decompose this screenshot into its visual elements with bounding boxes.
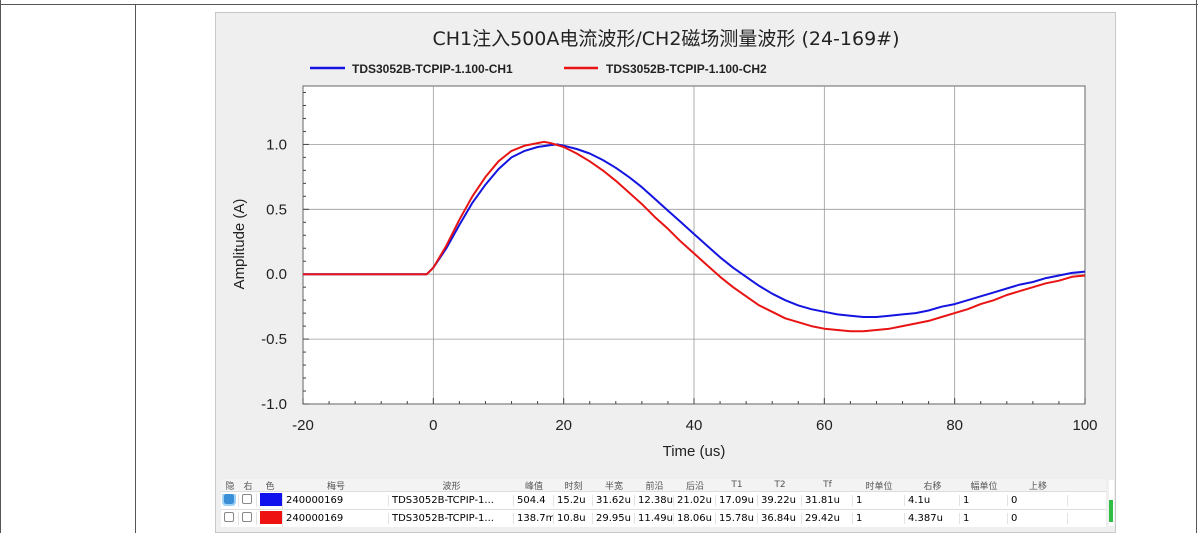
series-lines — [303, 140, 1086, 333]
scrollbar-thumb[interactable] — [1109, 500, 1113, 522]
cell-id: 240000169 — [283, 513, 389, 524]
x-tick-label: 0 — [429, 417, 437, 434]
table-row[interactable]: 240000169 TDS3052B-TCPIP-1... 138.7m 10.… — [221, 509, 1106, 527]
cell-rise: 11.49u — [635, 513, 674, 524]
cell-right-shift: 4.387u — [905, 513, 960, 524]
header-hide[interactable]: 隐 — [225, 481, 235, 492]
x-tick-label: -20 — [292, 417, 314, 434]
cell-t1: 15.78u — [716, 513, 758, 524]
cell-up-shift: 0 — [1008, 495, 1068, 506]
header-amp-unit[interactable]: 幅单位 — [970, 481, 998, 492]
header-t2[interactable]: T2 — [774, 480, 786, 490]
legend: TDS3052B-TCPIP-1.100-CH1 TDS3052B-TCPIP-… — [310, 62, 767, 76]
cell-halfwidth: 31.62u — [593, 495, 635, 506]
header-waveform[interactable]: 波形 — [442, 481, 461, 492]
header-t1[interactable]: T1 — [731, 480, 743, 490]
cell-time-unit: 1 — [853, 513, 905, 524]
cell-t2: 39.22u — [758, 495, 802, 506]
y-tick-label: 1.0 — [266, 136, 287, 153]
color-swatch[interactable] — [260, 492, 282, 506]
cell-peak: 138.7m — [514, 513, 554, 524]
cell-right-shift: 4.1u — [905, 495, 960, 506]
cell-time-unit: 1 — [853, 495, 905, 506]
header-color[interactable]: 色 — [265, 481, 275, 492]
series-line-ch2 — [303, 140, 1086, 333]
header-rise[interactable]: 前沿 — [645, 481, 664, 492]
hide-checkbox-cell — [221, 512, 239, 525]
header-tf[interactable]: Tf — [823, 480, 832, 490]
axis-ticks: -20 0 20 40 60 80 100 -1.0 -0.5 0.0 0.5 1.0 — [261, 91, 1098, 434]
legend-label-ch1: TDS3052B-TCPIP-1.100-CH1 — [352, 62, 513, 76]
x-tick-label: 100 — [1072, 417, 1097, 434]
header-time-unit[interactable]: 时单位 — [865, 481, 893, 492]
cell-t1: 17.09u — [716, 495, 758, 506]
cell-tf: 31.81u — [802, 495, 853, 506]
outer-border-right — [1196, 0, 1197, 533]
x-tick-label: 80 — [946, 417, 963, 434]
header-time[interactable]: 时刻 — [564, 481, 583, 492]
cell-time: 10.8u — [554, 513, 593, 524]
y-tick-label: 0.5 — [266, 201, 287, 218]
right-checkbox-cell — [239, 494, 257, 507]
y-tick-label: -0.5 — [261, 331, 287, 348]
cell-tf: 29.42u — [802, 513, 853, 524]
cell-up-shift: 0 — [1008, 513, 1068, 524]
chart-title: CH1注入500A电流波形/CH2磁场测量波形 (24-169#) — [432, 28, 899, 50]
cell-waveform: TDS3052B-TCPIP-1... — [389, 495, 514, 506]
x-tick-label: 60 — [816, 417, 833, 434]
cell-peak: 504.4 — [514, 495, 554, 506]
column-divider — [135, 4, 136, 533]
x-tick-label: 40 — [686, 417, 703, 434]
header-fall[interactable]: 后沿 — [685, 481, 704, 492]
x-tick-label: 20 — [555, 417, 572, 434]
x-axis-label: Time (us) — [663, 443, 726, 460]
y-tick-label: -1.0 — [261, 396, 287, 413]
cell-amp-unit: 1 — [960, 495, 1008, 506]
cell-t2: 36.84u — [758, 513, 802, 524]
cell-id: 240000169 — [283, 495, 389, 506]
cell-waveform: TDS3052B-TCPIP-1... — [389, 513, 514, 524]
header-up-shift[interactable]: 上移 — [1028, 481, 1047, 492]
color-cell — [257, 510, 283, 527]
y-axis-label: Amplitude (A) — [231, 199, 248, 290]
cell-rise: 12.38u — [635, 495, 674, 506]
table-scrollbar[interactable] — [1109, 480, 1114, 526]
cell-fall: 21.02u — [674, 495, 716, 506]
right-checkbox[interactable] — [242, 494, 252, 504]
hide-checkbox[interactable] — [222, 494, 236, 506]
cell-amp-unit: 1 — [960, 513, 1008, 524]
header-right-shift[interactable]: 右移 — [923, 481, 942, 492]
header-halfwidth[interactable]: 半宽 — [604, 481, 623, 492]
right-checkbox-cell — [239, 512, 257, 525]
outer-border-top — [0, 4, 1198, 5]
y-tick-label: 0.0 — [266, 266, 287, 283]
color-cell — [257, 492, 283, 509]
hide-checkbox[interactable] — [224, 512, 234, 522]
table-row[interactable]: 240000169 TDS3052B-TCPIP-1... 504.4 15.2… — [221, 491, 1106, 509]
color-swatch[interactable] — [260, 510, 282, 524]
cell-fall: 18.06u — [674, 513, 716, 524]
outer-border-left — [0, 0, 1, 533]
hide-checkbox-cell — [221, 494, 239, 507]
cell-halfwidth: 29.95u — [593, 513, 635, 524]
waveform-table: 隐 右 色 梅号 波形 峰值 时刻 半宽 前沿 后沿 T1 T2 Tf 时单位 … — [221, 479, 1106, 527]
cell-time: 15.2u — [554, 495, 593, 506]
series-line-ch1 — [303, 143, 1086, 318]
right-checkbox[interactable] — [242, 512, 252, 522]
grid-lines — [303, 86, 1085, 404]
header-right[interactable]: 右 — [243, 481, 253, 492]
legend-label-ch2: TDS3052B-TCPIP-1.100-CH2 — [606, 62, 767, 76]
header-peak[interactable]: 峰值 — [524, 481, 543, 492]
header-id[interactable]: 梅号 — [326, 481, 345, 492]
table-header-row: 隐 右 色 梅号 波形 峰值 时刻 半宽 前沿 后沿 T1 T2 Tf 时单位 … — [221, 479, 1106, 492]
